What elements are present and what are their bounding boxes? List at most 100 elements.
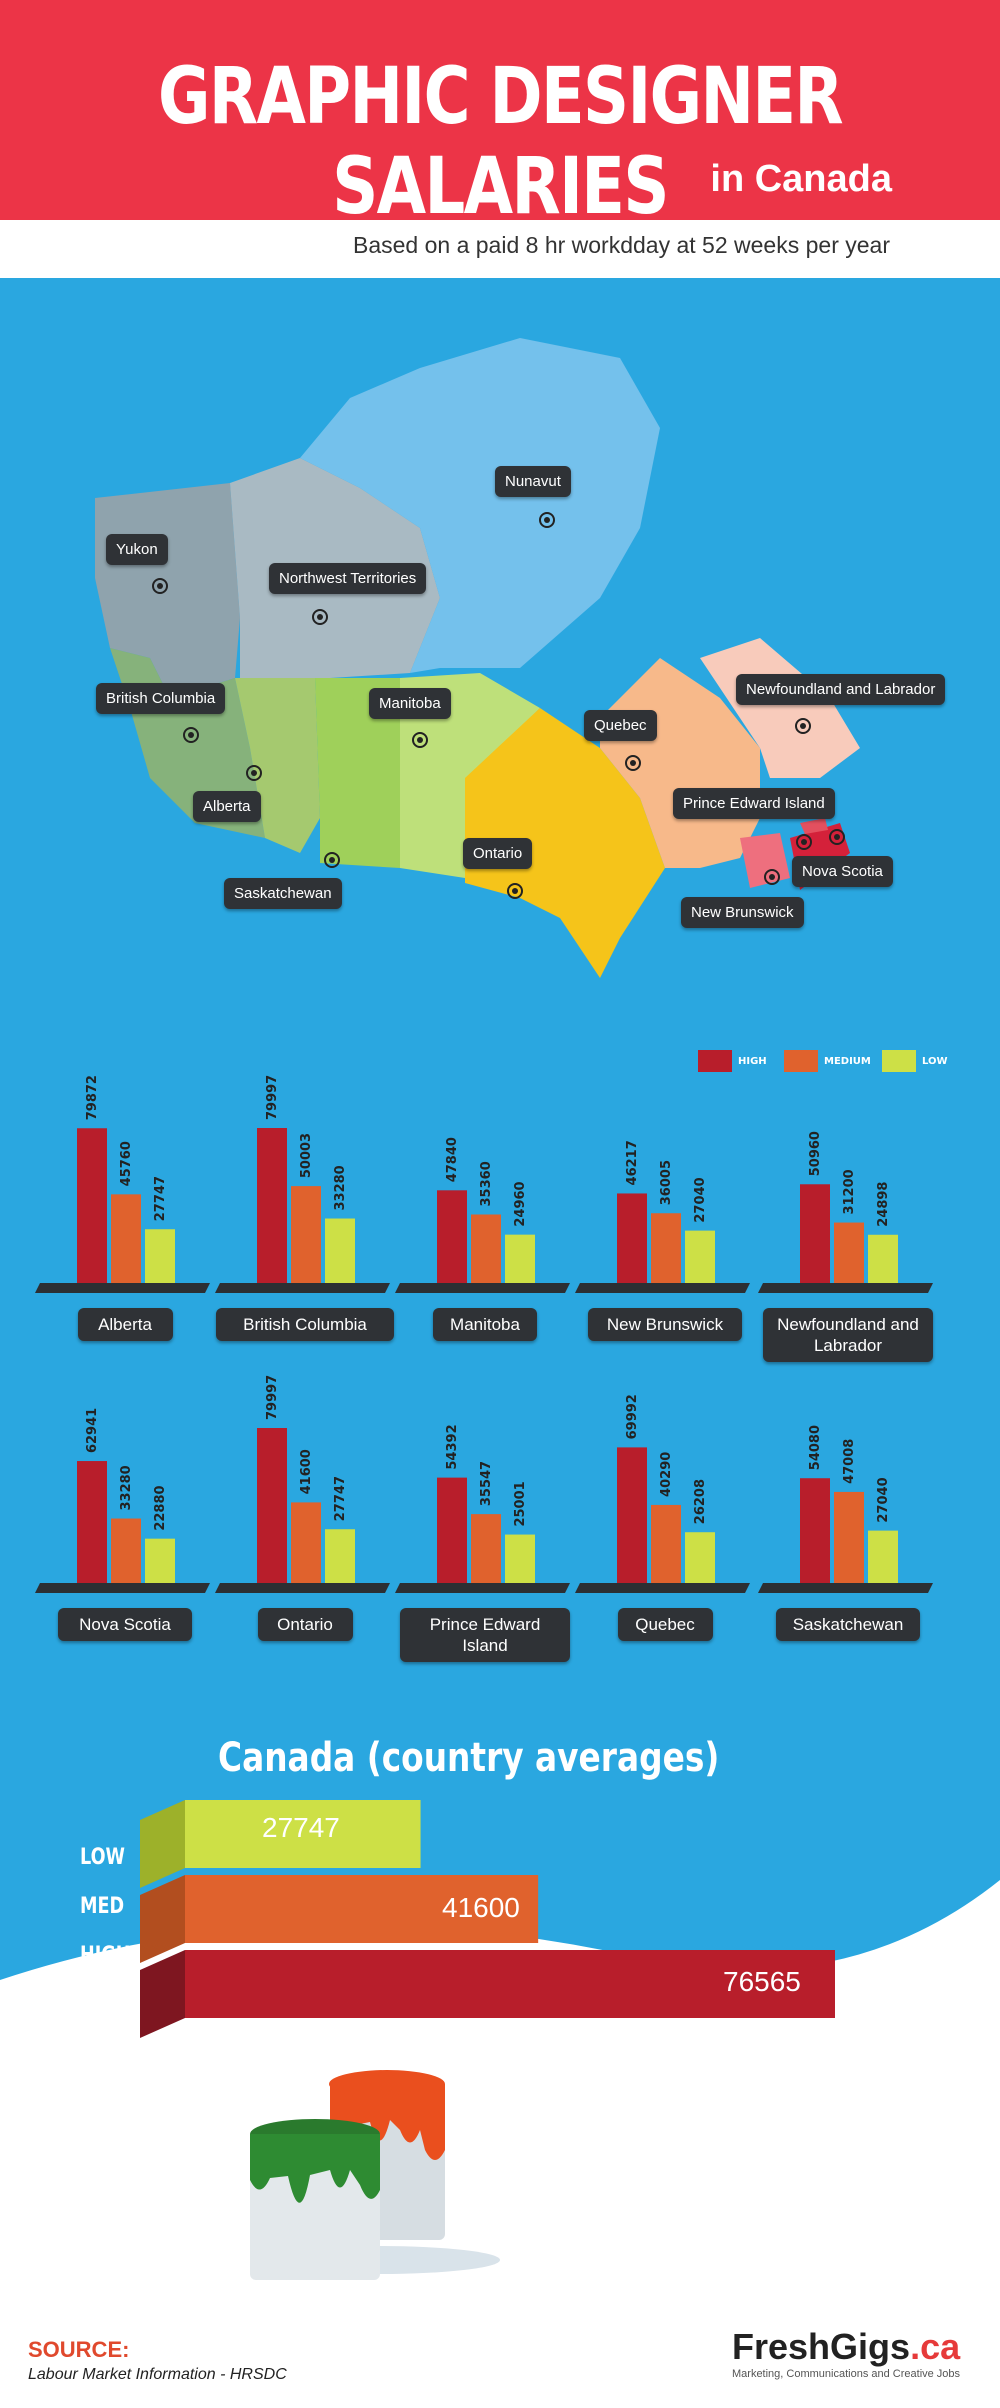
province-label-british-columbia: British Columbia (216, 1308, 394, 1341)
pin-new-brunswick (764, 869, 780, 885)
avg-bar-low (185, 1800, 421, 1868)
bar-value-british-columbia-low: 33280 (333, 1165, 348, 1210)
brand-name: FreshGigs (732, 2326, 911, 2367)
label-northwest-territories: Northwest Territories (269, 563, 427, 594)
bar-alberta-high (77, 1128, 107, 1283)
bar-prince-edward-island-medium (471, 1514, 501, 1583)
bar-quebec-medium (651, 1504, 681, 1583)
platform-new-brunswick (575, 1283, 750, 1293)
bar-value-quebec-high: 69992 (625, 1394, 640, 1439)
bar-alberta-medium (111, 1194, 141, 1283)
bar-value-quebec-low: 26208 (693, 1479, 708, 1524)
label-british-columbia: British Columbia (96, 683, 226, 714)
orange-paint-drip (330, 2084, 445, 2160)
pin-alberta (246, 765, 262, 781)
bar-quebec-low (685, 1532, 715, 1583)
pin-yukon (152, 578, 168, 594)
platform-quebec (575, 1583, 750, 1593)
platform-saskatchewan (758, 1583, 933, 1593)
map-pei (800, 818, 828, 834)
bar-value-nova-scotia-high: 62941 (85, 1408, 100, 1453)
label-nunavut: Nunavut (495, 466, 571, 497)
avg-bar-side-low (140, 1800, 185, 1888)
paint-cans-illustration (250, 2070, 500, 2280)
legend-high-swatch (698, 1050, 732, 1072)
platform-prince-edward-island (395, 1583, 570, 1593)
bar-prince-edward-island-high (437, 1477, 467, 1583)
platform-newfoundland-and-labrador (758, 1283, 933, 1293)
avg-bar-med (185, 1875, 539, 1943)
bar-saskatchewan-medium (834, 1491, 864, 1583)
label-quebec: Quebec (584, 710, 657, 741)
bar-value-saskatchewan-low: 27040 (876, 1477, 891, 1522)
bar-value-manitoba-low: 24960 (513, 1181, 528, 1226)
source-text: Labour Market Information - HRSDC (28, 2366, 287, 2383)
legend-high: HIGH (698, 1050, 767, 1072)
avg-bar-side-med (140, 1875, 185, 1963)
pin-british-columbia (183, 727, 199, 743)
label-newfoundland: Newfoundland and Labrador (736, 674, 946, 705)
pin-nunavut (539, 512, 555, 528)
bar-value-newfoundland-and-labrador-high: 50960 (808, 1131, 823, 1176)
bar-british-columbia-high (257, 1128, 287, 1283)
label-new-brunswick: New Brunswick (681, 897, 804, 928)
bar-british-columbia-medium (291, 1186, 321, 1283)
legend-medium: MEDIUM (784, 1050, 871, 1072)
map-alberta (235, 678, 320, 853)
label-yukon: Yukon (106, 534, 168, 565)
map-newfoundland (700, 638, 860, 778)
bar-value-quebec-medium: 40290 (659, 1452, 674, 1497)
pin-nova-scotia (829, 829, 845, 845)
bar-nova-scotia-low (145, 1538, 175, 1583)
bar-value-new-brunswick-low: 27040 (693, 1177, 708, 1222)
bar-value-prince-edward-island-medium: 35547 (479, 1461, 494, 1506)
province-label-manitoba: Manitoba (433, 1308, 537, 1341)
bar-alberta-low (145, 1229, 175, 1283)
bar-nova-scotia-medium (111, 1518, 141, 1583)
brand-logo[interactable]: FreshGigs.ca (732, 2326, 960, 2368)
pin-northwest-territories (312, 609, 328, 625)
pin-pei (796, 834, 812, 850)
province-label-new-brunswick: New Brunswick (588, 1308, 742, 1341)
avg-bar-side-high (140, 1950, 185, 2038)
bar-value-british-columbia-high: 79997 (265, 1075, 280, 1120)
bar-manitoba-high (437, 1190, 467, 1283)
bar-value-manitoba-high: 47840 (445, 1137, 460, 1182)
bar-new-brunswick-medium (651, 1213, 681, 1283)
label-nova-scotia: Nova Scotia (792, 856, 893, 887)
green-paint-drip (250, 2134, 380, 2203)
source-heading: SOURCE: (28, 2337, 130, 2362)
bar-ontario-high (257, 1428, 287, 1583)
map-saskatchewan (315, 678, 400, 868)
page-title: GRAPHIC DESIGNER SALARIES (157, 52, 844, 232)
bar-value-saskatchewan-medium: 47008 (842, 1439, 857, 1484)
bar-value-new-brunswick-high: 46217 (625, 1140, 640, 1185)
bar-value-saskatchewan-high: 54080 (808, 1425, 823, 1470)
avg-label-med: MED (80, 1894, 125, 1919)
avg-value-med: 41600 (442, 1892, 520, 1923)
workday-note: Based on a paid 8 hr workdday at 52 week… (353, 232, 890, 258)
province-label-nova-scotia: Nova Scotia (58, 1608, 192, 1641)
legend-low-swatch (882, 1050, 916, 1072)
bar-value-prince-edward-island-low: 25001 (513, 1481, 528, 1526)
bar-value-alberta-medium: 45760 (119, 1141, 134, 1186)
pin-saskatchewan (324, 852, 340, 868)
label-pei: Prince Edward Island (673, 788, 835, 819)
pin-manitoba (412, 732, 428, 748)
province-label-ontario: Ontario (257, 1608, 353, 1641)
label-saskatchewan: Saskatchewan (224, 878, 342, 909)
bar-value-newfoundland-and-labrador-medium: 31200 (842, 1169, 857, 1214)
platform-alberta (35, 1283, 210, 1293)
brand-tagline: Marketing, Communications and Creative J… (732, 2368, 961, 2380)
averages-title: Canada (country averages) (218, 1735, 720, 1781)
page-subtitle: in Canada (710, 158, 892, 200)
bar-value-ontario-low: 27747 (333, 1476, 348, 1521)
province-label-newfoundland-and-labrador: Newfoundland and Labrador (763, 1308, 933, 1362)
bar-nova-scotia-high (77, 1461, 107, 1583)
bar-value-newfoundland-and-labrador-low: 24898 (876, 1182, 891, 1227)
legend-high-label: HIGH (738, 1055, 767, 1067)
platform-ontario (215, 1583, 390, 1593)
bar-british-columbia-low (325, 1218, 355, 1283)
